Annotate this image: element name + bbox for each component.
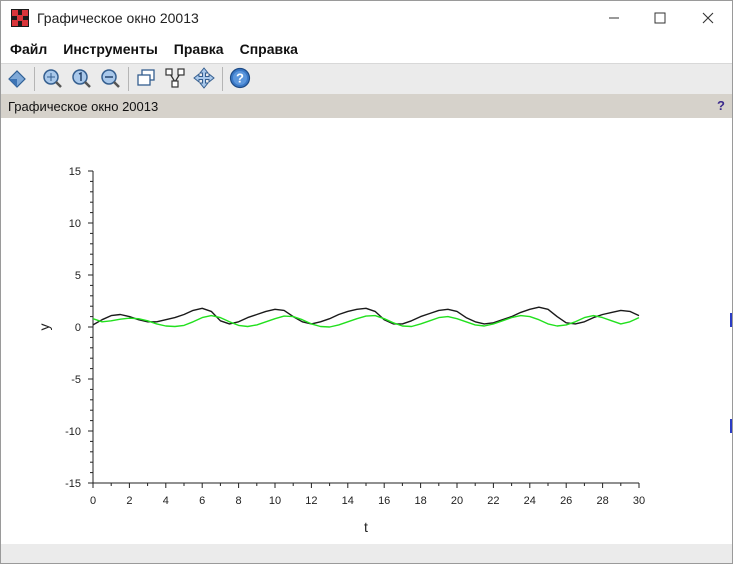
close-icon: [702, 12, 714, 24]
pan-button[interactable]: [193, 67, 215, 89]
rotate-button[interactable]: [6, 67, 28, 89]
y-tick-label: 15: [69, 166, 81, 178]
y-tick-label: -10: [65, 426, 81, 438]
new-window-button[interactable]: [135, 67, 157, 89]
pan-icon: [193, 67, 215, 89]
menu-file[interactable]: Файл: [10, 41, 48, 57]
x-tick-label: 22: [487, 495, 499, 507]
y-tick-label: -5: [71, 374, 81, 386]
x-tick-label: 0: [90, 495, 96, 507]
edge-marker: [730, 313, 732, 327]
x-tick-label: 6: [199, 495, 205, 507]
close-button[interactable]: [685, 1, 731, 35]
x-tick-label: 24: [524, 495, 536, 507]
zoom-in-button[interactable]: [41, 67, 63, 89]
title-bar[interactable]: Графическое окно 20013: [1, 1, 732, 35]
new-window-icon: [137, 69, 155, 86]
status-bar: [1, 544, 732, 563]
x-tick-label: 30: [633, 495, 645, 507]
help-icon: ?: [229, 67, 251, 89]
series-line-1: [92, 306, 640, 326]
x-tick-label: 2: [126, 495, 132, 507]
x-tick-label: 12: [305, 495, 317, 507]
minimize-button[interactable]: [591, 1, 637, 35]
maximize-icon: [654, 12, 666, 24]
chart-curves: [92, 306, 640, 328]
plot-canvas[interactable]: 15 10 5 0 -5 -10 -15 0 2 4 6 8 10 12 14 16 18 20 22 24 26 28 3…: [1, 119, 732, 544]
x-tick-label: 10: [269, 495, 281, 507]
x-tick-label: 28: [596, 495, 608, 507]
edge-marker: [730, 419, 732, 433]
y-axis-label: y: [36, 324, 52, 331]
series-line-2: [92, 314, 640, 328]
maximize-button[interactable]: [637, 1, 683, 35]
menu-tools[interactable]: Инструменты: [63, 41, 158, 57]
zoom-out-button[interactable]: [99, 67, 121, 89]
x-tick-label: 26: [560, 495, 572, 507]
y-tick-label: -15: [65, 478, 81, 490]
graphic-label: Графическое окно 20013: [8, 99, 159, 114]
toolbar-separator: [222, 67, 223, 91]
toolbar-separator: [34, 67, 35, 91]
x-tick-label: 14: [342, 495, 354, 507]
x-tick-label: 8: [236, 495, 242, 507]
window-title: Графическое окно 20013: [37, 10, 199, 26]
svg-text:?: ?: [236, 71, 244, 86]
graphic-subtitle-bar: Графическое окно 20013 ?: [1, 94, 732, 118]
y-tick-label: 0: [75, 322, 81, 334]
help-question-mark[interactable]: ?: [717, 98, 725, 113]
zoom-original-icon: [72, 69, 91, 88]
x-tick-label: 16: [378, 495, 390, 507]
x-axis-label: t: [364, 519, 368, 535]
datatip-icon: [165, 68, 185, 88]
zoom-in-icon: [43, 69, 62, 88]
help-button[interactable]: ?: [229, 67, 251, 89]
x-tick-label: 4: [163, 495, 169, 507]
zoom-original-button[interactable]: [70, 67, 92, 89]
x-tick-label: 20: [451, 495, 463, 507]
x-tick-label: 18: [414, 495, 426, 507]
menu-bar: Файл Инструменты Правка Справка: [1, 37, 732, 61]
menu-edit[interactable]: Правка: [173, 41, 224, 57]
datatip-button[interactable]: [164, 67, 186, 89]
rotate-icon: [8, 70, 26, 88]
y-tick-label: 10: [69, 218, 81, 230]
y-tick-label: 5: [75, 270, 81, 282]
zoom-out-icon: [101, 69, 120, 88]
minimize-icon: [609, 17, 619, 19]
toolbar: ?: [1, 63, 732, 94]
menu-help[interactable]: Справка: [239, 41, 298, 57]
scilab-app-icon: [11, 9, 29, 27]
toolbar-separator: [128, 67, 129, 91]
